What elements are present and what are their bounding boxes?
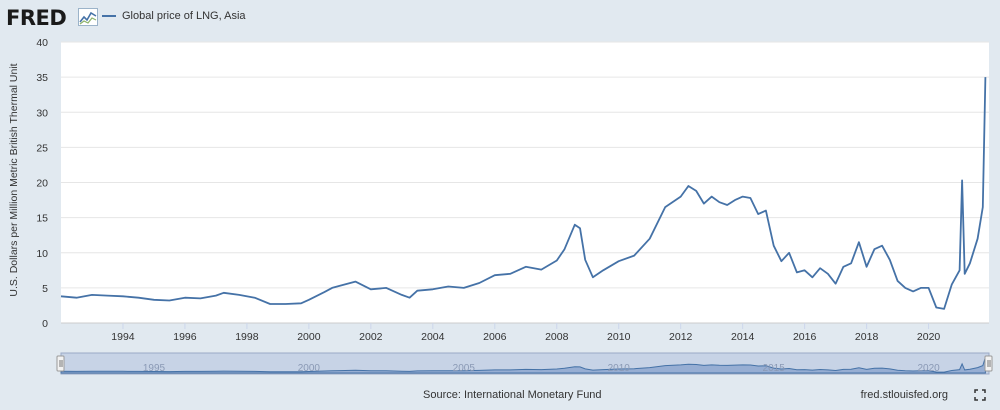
series-line[interactable]	[60, 77, 987, 310]
navigator-series	[60, 357, 986, 374]
x-tick-label: 2002	[359, 331, 383, 343]
navigator-tick-label: 2015	[763, 363, 786, 374]
navigator-tick-label: 2000	[298, 363, 321, 374]
navigator-tick-label: 2010	[608, 363, 631, 374]
navigator-tick-label: 2020	[917, 363, 940, 374]
legend-label: Global price of LNG, Asia	[122, 10, 246, 22]
series-group[interactable]	[60, 77, 987, 310]
x-axis-ticks: 1994 1996 1998 2000 2002 2004 2006 2008 2010 2012…	[111, 323, 940, 343]
x-tick-label: 2018	[855, 331, 879, 343]
fullscreen-icon[interactable]	[974, 389, 986, 401]
x-tick-label: 1998	[235, 331, 259, 343]
navigator-tick-label: 2005	[453, 363, 476, 374]
x-tick-label: 2020	[917, 331, 941, 343]
y-tick-label: 10	[36, 248, 48, 260]
y-tick-label: 15	[36, 213, 48, 225]
x-tick-label: 2004	[421, 331, 445, 343]
source-text: Source: International Monetary Fund	[423, 389, 602, 401]
x-tick-label: 2006	[483, 331, 507, 343]
y-tick-label: 5	[42, 283, 48, 295]
x-tick-label: 2014	[731, 331, 755, 343]
y-tick-label: 0	[42, 318, 48, 330]
y-tick-label: 40	[36, 37, 48, 49]
grid-lines	[61, 41, 989, 324]
y-axis-ticks: 0 5 10 15 20 25 30 35 40	[36, 37, 48, 330]
x-tick-label: 2010	[607, 331, 631, 343]
x-tick-label: 1994	[111, 331, 135, 343]
y-tick-label: 20	[36, 178, 48, 190]
range-navigator[interactable]: 1995 2000 2005 2010 2015 2020	[56, 352, 993, 375]
navigator-tick-label: 1995	[143, 363, 166, 374]
site-link[interactable]: fred.stlouisfed.org	[860, 389, 948, 401]
x-tick-label: 2008	[545, 331, 569, 343]
x-tick-label: 1996	[173, 331, 197, 343]
x-tick-label: 2012	[669, 331, 693, 343]
y-tick-label: 30	[36, 107, 48, 119]
x-tick-label: 2016	[793, 331, 817, 343]
fred-logo[interactable]: FRED	[6, 6, 67, 30]
y-tick-label: 25	[36, 142, 48, 154]
x-tick-label: 2000	[297, 331, 321, 343]
fred-line-graph-icon	[78, 8, 98, 26]
legend-swatch	[102, 15, 116, 17]
chart-legend[interactable]: Global price of LNG, Asia	[102, 10, 246, 22]
y-tick-label: 35	[36, 72, 48, 84]
